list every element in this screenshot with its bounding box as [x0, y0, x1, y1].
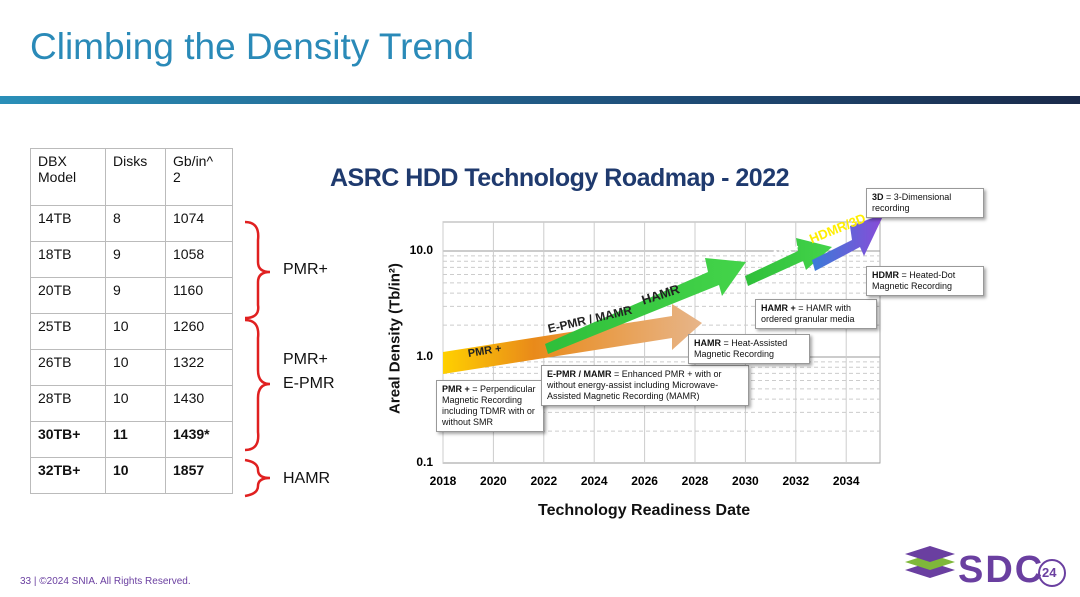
x-axis-label: Technology Readiness Date — [538, 502, 751, 519]
header-cell: Gb/in^ 2 — [165, 148, 233, 206]
table-cell: 10 — [105, 349, 166, 386]
roadmap-title: ASRC HDD Technology Roadmap - 2022 — [330, 164, 790, 192]
callout: E-PMR / MAMR = Enhanced PMR + with or wi… — [541, 365, 749, 406]
table-cell: 11 — [105, 421, 166, 458]
callout: PMR + = Perpendicular Magnetic Recording… — [436, 380, 544, 432]
arrow-hdmr — [812, 214, 884, 271]
logo — [905, 546, 1066, 587]
brace — [244, 318, 271, 452]
table-cell: 26TB — [30, 349, 106, 386]
table-cell: 10 — [105, 385, 166, 422]
table-row: 26TB 10 1322 — [30, 349, 233, 386]
table-cell: 1439* — [165, 421, 233, 458]
x-tick-label: 2028 — [681, 474, 709, 488]
table-row: 18TB 9 1058 — [30, 241, 233, 278]
callout-term: E-PMR / MAMR — [547, 369, 612, 379]
logo-year: 24 — [1042, 565, 1057, 580]
y-tick-label: 0.1 — [416, 455, 433, 469]
table-cell: 8 — [105, 205, 166, 242]
callout: 3D = 3-Dimensional recording — [866, 188, 984, 218]
header-cell: DBX Model — [30, 148, 106, 206]
callout-term: HDMR — [872, 270, 899, 280]
y-tick-label: 1.0 — [416, 349, 433, 363]
callout-term: PMR + — [442, 384, 470, 394]
brace-label: HAMR — [283, 470, 331, 487]
brace — [244, 220, 271, 320]
arrow-hamr-plus — [745, 238, 832, 286]
callout-text: = Heated-Dot Magnetic Recording — [872, 270, 956, 291]
table-cell: 1857 — [165, 457, 233, 494]
slide-title: Climbing the Density Trend — [30, 26, 475, 67]
callout-term: 3D — [872, 192, 884, 202]
table-cell: 10 — [105, 313, 166, 350]
table-row: 25TB 10 1260 — [30, 313, 233, 350]
table-cell: 10 — [105, 457, 166, 494]
callout-text: = Heat-Assisted Magnetic Recording — [694, 338, 788, 359]
table-cell: 1260 — [165, 313, 233, 350]
callout-term: HAMR + — [761, 303, 796, 313]
x-tick-label: 2020 — [480, 474, 507, 488]
callout: HAMR = Heat-Assisted Magnetic Recording — [688, 334, 810, 364]
y-axis-label: Areal Density (Tb/in²) — [386, 263, 404, 414]
table-row: 32TB+ 10 1857 — [30, 457, 233, 494]
logo-text: SDC — [958, 549, 1045, 591]
x-tick-label: 2030 — [732, 474, 759, 488]
table-row: 14TB 8 1074 — [30, 205, 233, 242]
density-table: DBX Model Disks Gb/in^ 2 14TB 8 1074 18TB 9 1058… — [30, 148, 233, 494]
callout: HAMR + = HAMR with ordered granular medi… — [755, 299, 877, 329]
callout-term: HAMR — [694, 338, 721, 348]
table-cell: 20TB — [30, 277, 106, 314]
callout-text: = Enhanced PMR + with or without energy-… — [547, 369, 722, 401]
table-cell: 9 — [105, 277, 166, 314]
table-cell: 1058 — [165, 241, 233, 278]
x-tick-label: 2024 — [580, 474, 608, 488]
x-tick-label: 2022 — [530, 474, 558, 488]
callout-text: = 3-Dimensional recording — [872, 192, 952, 213]
table-cell: 1074 — [165, 205, 233, 242]
table-cell: 1430 — [165, 385, 233, 422]
callout-text: = Perpendicular Magnetic Recording inclu… — [442, 384, 536, 427]
table-row: 20TB 9 1160 — [30, 277, 233, 314]
callout: HDMR = Heated-Dot Magnetic Recording — [866, 266, 984, 296]
x-tick-label: 2034 — [832, 474, 860, 488]
x-tick-label: 2018 — [429, 474, 457, 488]
table-cell: 30TB+ — [30, 421, 106, 458]
table-header-row: DBX Model Disks Gb/in^ 2 — [30, 148, 233, 206]
header-cell: Disks — [105, 148, 166, 206]
brace — [244, 458, 271, 498]
title-band — [0, 96, 1080, 104]
y-tick-label: 10.0 — [409, 243, 433, 257]
table-row: 30TB+ 11 1439* — [30, 421, 233, 458]
table-cell: 28TB — [30, 385, 106, 422]
callout-text: = HAMR with ordered granular media — [761, 303, 855, 324]
table-cell: 32TB+ — [30, 457, 106, 494]
table-cell: 1160 — [165, 277, 233, 314]
table-cell: 25TB — [30, 313, 106, 350]
table-cell: 18TB — [30, 241, 106, 278]
table-cell: 14TB — [30, 205, 106, 242]
table-row: 28TB 10 1430 — [30, 385, 233, 422]
x-tick-label: 2032 — [782, 474, 810, 488]
brace-label: PMR+ — [283, 261, 328, 278]
table-cell: 9 — [105, 241, 166, 278]
x-tick-label: 2026 — [631, 474, 658, 488]
table-cell: 1322 — [165, 349, 233, 386]
brace-label: PMR+ E-PMR — [283, 351, 335, 392]
arrow-hamr — [545, 258, 746, 354]
footer: 33 | ©2024 SNIA. All Rights Reserved. — [20, 576, 191, 587]
